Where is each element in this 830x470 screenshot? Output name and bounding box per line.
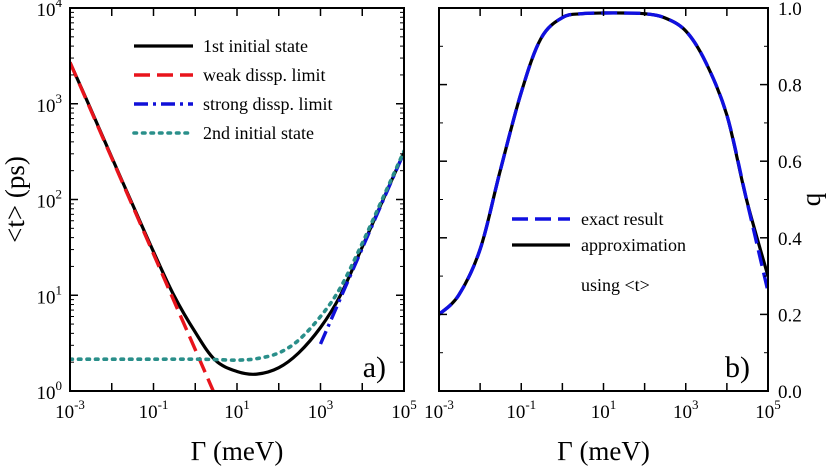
y-tick-label: 101 [37,282,63,308]
y-tick-label: 0.0 [778,382,802,403]
y-tick-label: 102 [37,187,63,213]
y-tick-label: 0.6 [778,152,802,173]
x-tick-label: 103 [673,397,699,423]
y-tick-label: 100 [37,378,63,404]
x-tick-label: 105 [391,397,417,423]
legend-label: strong dissp. limit [203,94,333,114]
x-axis-title: Γ (meV) [191,436,284,466]
legend: 1st initial state weak dissp. limit strong… [132,36,333,143]
legend: exact result approximation using <t> [512,209,686,295]
x-tick-label: 101 [224,397,250,423]
x-axis-title: Γ (meV) [557,436,650,466]
x-tick-label: 10-1 [139,397,169,423]
x-tick-label: 10-3 [424,397,454,423]
y-tick-label: 0.2 [778,305,802,326]
x-tick-label: 10-3 [55,397,85,423]
y-tick-label: 103 [37,91,63,117]
legend-note: using <t> [581,275,650,295]
series-line-approximation [439,11,768,316]
x-tick-label: 10-1 [506,397,536,423]
legend-label: 1st initial state [203,36,308,56]
y-tick-label: 104 [37,0,63,21]
y-tick-label: 0.4 [778,229,802,250]
legend-label: weak dissp. limit [203,65,326,85]
series-group [439,11,768,316]
panel-label: a) [363,351,386,384]
series-line-weak-dissp-limit [70,61,216,391]
y-tick-label: 0.8 [778,76,802,97]
y-axis-title: q [796,192,826,206]
x-tick-label: 103 [308,397,334,423]
series-line-2nd-initial-state [70,149,404,362]
x-tick-label: 105 [755,397,781,423]
plot-frame [438,7,769,392]
legend-label: exact result [581,209,663,229]
x-tick-label: 101 [591,397,617,423]
panel-label: b) [725,351,750,384]
legend-label: 2nd initial state [203,123,314,143]
y-axis-title: <t> (ps) [0,156,30,243]
series-line-exact-result [439,11,768,316]
panel-b: 10-3 10-1 101 103 105 Γ (meV) 0.0 0.2 0.4 0.6 0.8 1… [424,0,826,466]
legend-label: approximation [581,235,686,255]
series-group [70,61,404,391]
y-tick-label: 1.0 [778,0,802,20]
panel-a: 10-3 10-1 101 103 105 Γ (meV) 100 101 102 103 104 <… [0,0,417,466]
